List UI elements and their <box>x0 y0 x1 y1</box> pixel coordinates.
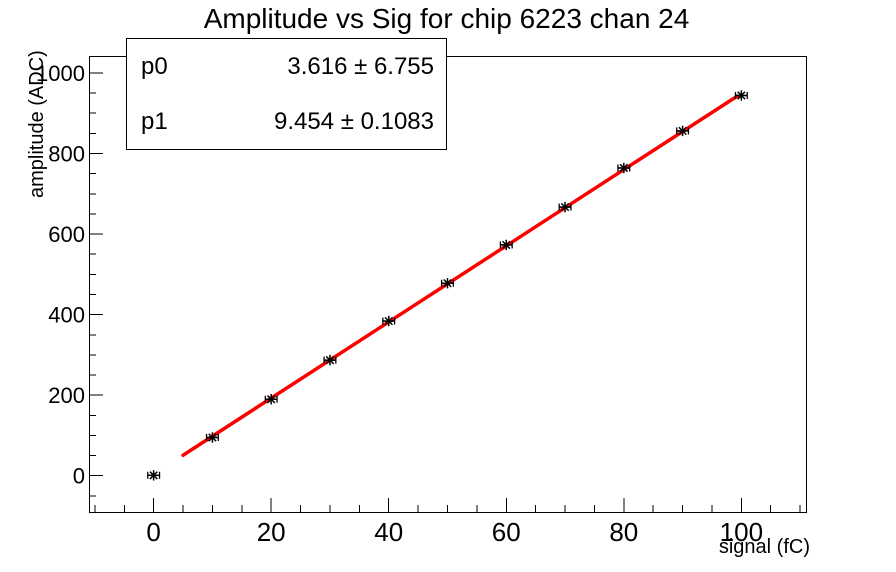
param-value: 9.454 ± 0.1083 <box>274 107 434 135</box>
data-point <box>147 470 161 481</box>
svg-text:40: 40 <box>374 517 403 547</box>
data-points <box>147 90 748 481</box>
data-point <box>323 354 337 366</box>
svg-text:20: 20 <box>257 517 286 547</box>
data-point <box>676 125 690 137</box>
data-point <box>264 394 278 405</box>
data-point <box>440 277 455 289</box>
stats-row-p0: p0 3.616 ± 6.755 <box>127 39 446 94</box>
x-tick-labels: 0 20 40 60 80 100 <box>146 517 763 547</box>
y-tick-labels: 0 200 400 600 800 1000 <box>36 61 85 489</box>
param-name: p1 <box>141 107 168 135</box>
svg-text:60: 60 <box>492 517 521 547</box>
axis-ticks <box>89 72 801 512</box>
param-name: p0 <box>141 52 168 80</box>
fit-stats-box: p0 3.616 ± 6.755 p1 9.454 ± 0.1083 <box>126 38 447 150</box>
svg-text:600: 600 <box>48 222 85 247</box>
svg-text:80: 80 <box>609 517 638 547</box>
data-point <box>382 315 396 327</box>
svg-text:200: 200 <box>48 383 85 408</box>
plot-frame <box>89 56 807 513</box>
data-point <box>205 432 219 443</box>
fit-line <box>181 94 739 457</box>
y-axis-title: amplitude (ADC) <box>26 50 48 198</box>
svg-text:0: 0 <box>146 517 160 547</box>
data-point <box>617 162 631 174</box>
svg-text:1000: 1000 <box>36 61 85 86</box>
plot-title: Amplitude vs Sig for chip 6223 chan 24 <box>203 3 690 34</box>
x-axis-title: signal (fC) <box>718 536 810 558</box>
data-point <box>734 90 748 101</box>
data-point <box>499 239 513 251</box>
svg-text:800: 800 <box>48 141 85 166</box>
svg-text:100: 100 <box>720 517 763 547</box>
svg-text:400: 400 <box>48 303 85 328</box>
data-point <box>558 201 572 213</box>
stats-row-p1: p1 9.454 ± 0.1083 <box>127 94 446 149</box>
svg-text:0: 0 <box>73 464 85 489</box>
param-value: 3.616 ± 6.755 <box>287 52 434 80</box>
